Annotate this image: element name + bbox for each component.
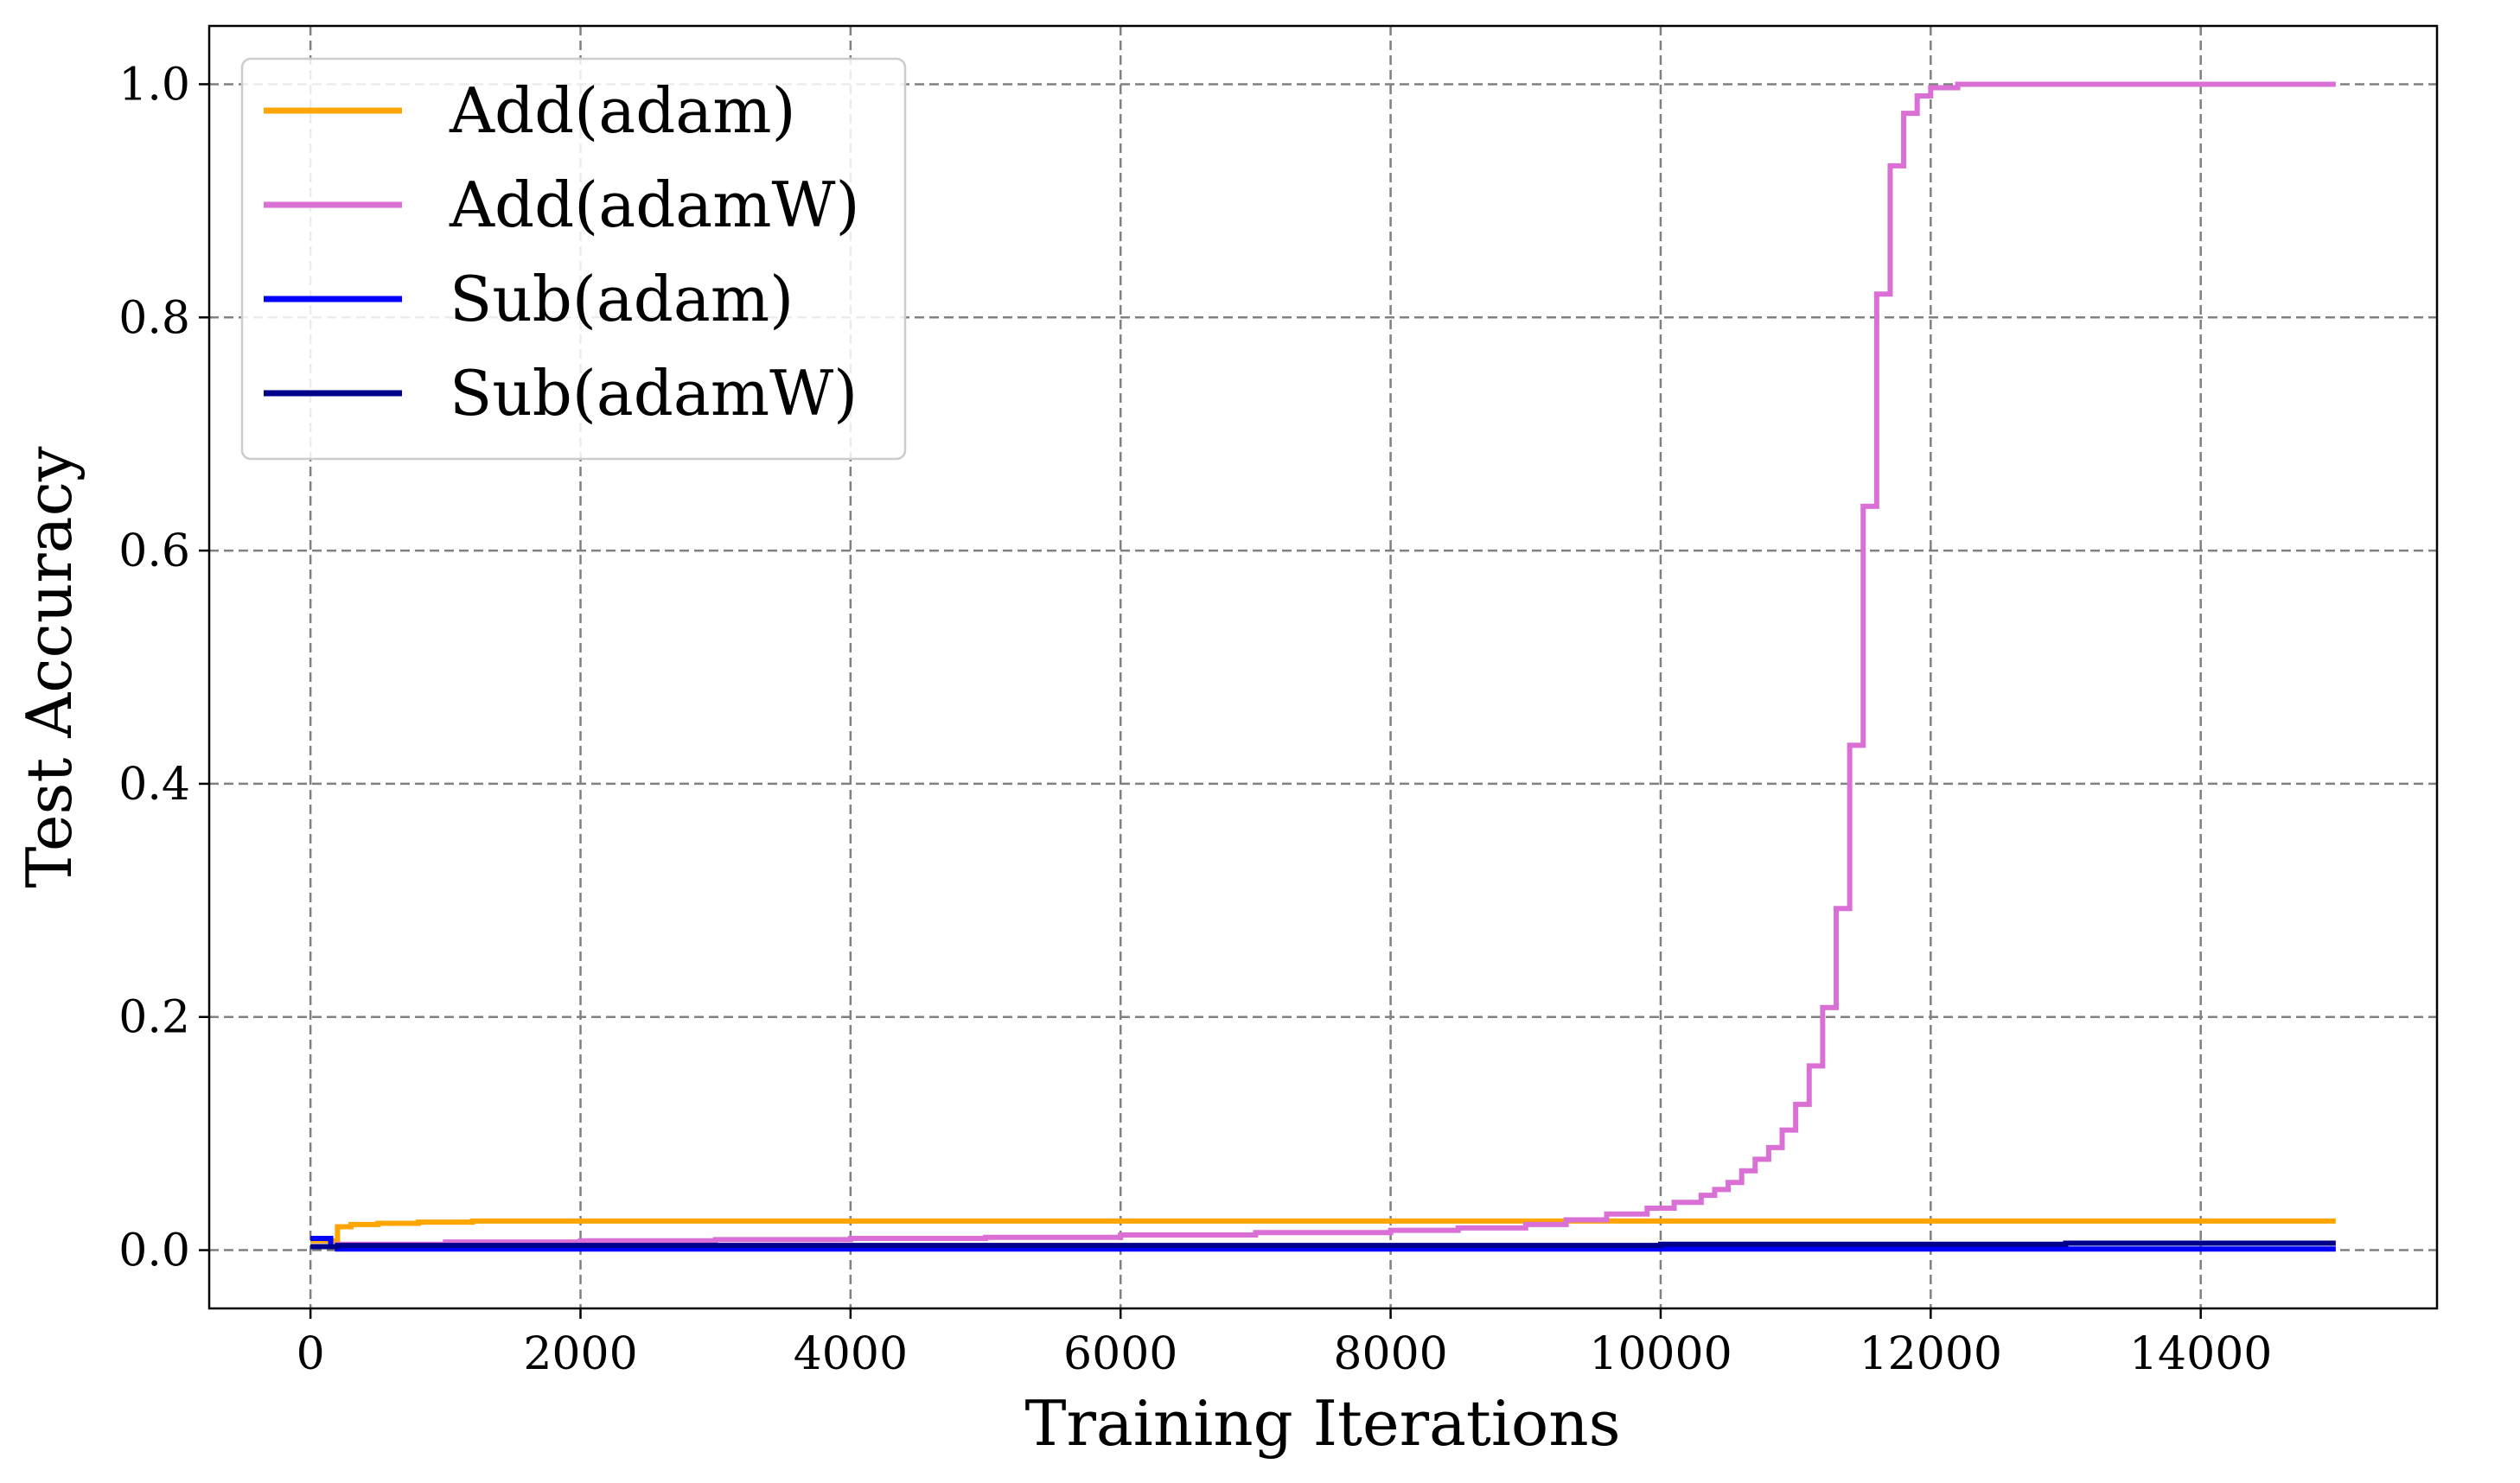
legend-label-add-adamw: Add(adamW): [449, 169, 860, 241]
plot-frame: [207, 24, 2439, 1310]
legend-label-sub-adamw: Sub(adamW): [450, 357, 858, 430]
x-tick-label: 4000: [794, 1328, 908, 1380]
legend-box: [240, 57, 907, 461]
series-line-add-adam: [310, 1218, 2336, 1244]
y-tick-label: 0.8: [118, 292, 190, 344]
y-tick-label: 0.4: [118, 759, 190, 811]
x-tick-label: 2000: [523, 1328, 637, 1380]
plot-lines: [310, 81, 2336, 1252]
y-tick-label: 0.2: [118, 992, 190, 1044]
y-axis-ticks: 0.0 0.2 0.4 0.6 0.8 1.0: [118, 59, 209, 1277]
x-axis-label: Training Iterations: [1024, 1387, 1620, 1460]
axes: [207, 24, 2439, 1310]
series-line-sub-adamw: [310, 1240, 2336, 1250]
legend-label-add-adam: Add(adam): [449, 74, 796, 147]
x-axis-ticks: 0 2000 4000 6000 8000 10000 12000 14000: [297, 1308, 2272, 1380]
x-tick-label: 12000: [1860, 1328, 2002, 1380]
x-tick-label: 8000: [1333, 1328, 1447, 1380]
x-tick-label: 10000: [1589, 1328, 1732, 1380]
x-tick-label: 6000: [1063, 1328, 1177, 1380]
legend: Add(adam) Add(adamW) Sub(adam) Sub(adamW): [240, 57, 907, 461]
series-line-add-adamw: [310, 81, 2336, 1250]
y-tick-label: 1.0: [118, 59, 190, 111]
x-tick-label: 0: [297, 1328, 325, 1380]
x-tick-label: 14000: [2129, 1328, 2272, 1380]
legend-label-sub-adam: Sub(adam): [450, 263, 794, 335]
y-tick-label: 0.6: [118, 525, 190, 577]
y-axis-label: Test Accuracy: [13, 446, 86, 888]
y-tick-label: 0.0: [118, 1225, 190, 1277]
